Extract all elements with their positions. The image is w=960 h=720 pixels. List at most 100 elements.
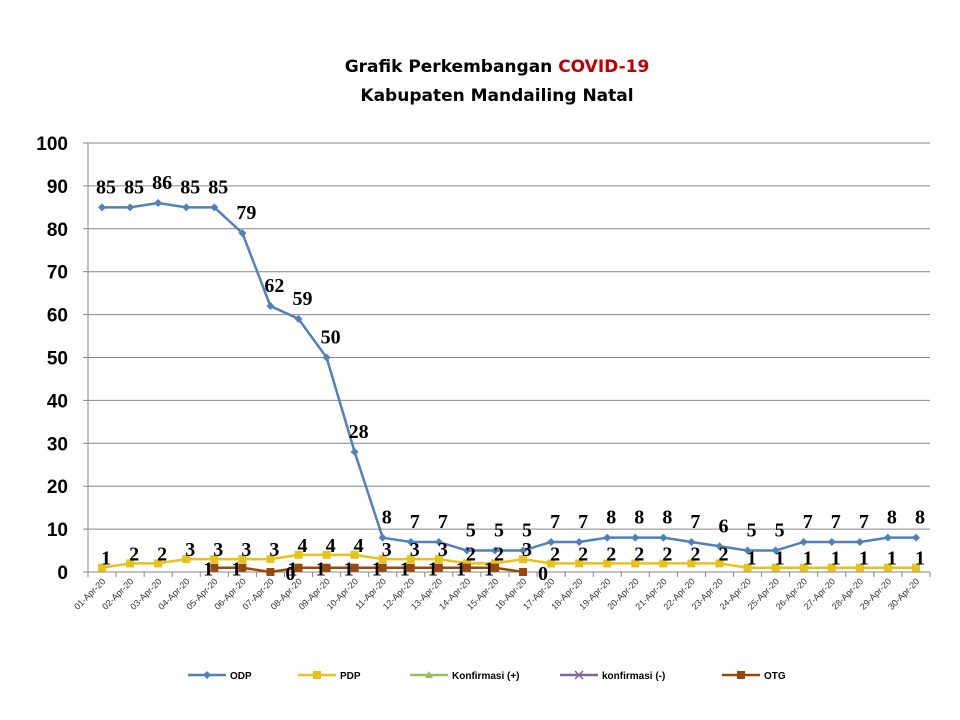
data-point bbox=[294, 550, 303, 559]
data-point bbox=[883, 563, 892, 572]
title-part-highlight: COVID-19 bbox=[558, 57, 649, 77]
data-label: 1 bbox=[887, 548, 897, 570]
data-point bbox=[350, 563, 359, 572]
data-label: 1 bbox=[803, 548, 813, 570]
data-point bbox=[771, 546, 780, 555]
data-label: 1 bbox=[428, 559, 438, 581]
y-tick-label: 0 bbox=[57, 563, 68, 584]
legend-marker bbox=[574, 670, 584, 680]
data-label: 7 bbox=[550, 511, 560, 533]
data-point bbox=[126, 203, 135, 212]
chart-subtitle: Kabupaten Mandailing Natal bbox=[360, 86, 633, 106]
data-label: 1 bbox=[372, 559, 382, 581]
data-label: 1 bbox=[344, 559, 354, 581]
legend-label: ODP bbox=[230, 671, 252, 682]
data-point bbox=[434, 537, 443, 546]
y-tick-label: 90 bbox=[47, 177, 68, 198]
data-point bbox=[406, 563, 415, 572]
data-label: 3 bbox=[410, 539, 420, 561]
data-point bbox=[322, 353, 331, 362]
data-point bbox=[687, 537, 696, 546]
data-point bbox=[743, 563, 752, 572]
data-label: 86 bbox=[152, 172, 172, 194]
data-point bbox=[238, 229, 247, 238]
series-line bbox=[101, 553, 916, 569]
legend-marker bbox=[425, 671, 433, 678]
y-tick-label: 10 bbox=[47, 520, 68, 541]
data-point bbox=[911, 563, 920, 572]
data-label: 2 bbox=[719, 543, 729, 565]
data-point bbox=[715, 542, 724, 551]
data-point bbox=[378, 563, 387, 572]
data-point bbox=[911, 533, 920, 542]
data-label: 3 bbox=[522, 539, 532, 561]
data-label: 4 bbox=[354, 535, 364, 557]
data-point bbox=[210, 555, 219, 564]
data-label: 3 bbox=[241, 539, 251, 561]
data-point bbox=[182, 555, 191, 564]
data-label: 3 bbox=[269, 539, 279, 561]
data-label: 2 bbox=[494, 543, 504, 565]
data-point bbox=[182, 203, 191, 212]
y-tick-label: 60 bbox=[47, 306, 68, 327]
data-label: 1 bbox=[859, 548, 869, 570]
data-label: 3 bbox=[438, 539, 448, 561]
data-label: 7 bbox=[690, 511, 700, 533]
data-point bbox=[98, 203, 107, 212]
data-point bbox=[659, 533, 668, 542]
series-line bbox=[214, 566, 524, 574]
data-label: 3 bbox=[213, 539, 223, 561]
data-point bbox=[238, 563, 247, 572]
chart-title: Grafik Perkembangan COVID-19 Kabupaten M… bbox=[345, 57, 650, 106]
data-label: 85 bbox=[208, 176, 228, 198]
y-tick-label: 20 bbox=[47, 477, 68, 498]
data-point bbox=[575, 537, 584, 546]
data-label: 2 bbox=[578, 543, 588, 565]
y-tick-label: 30 bbox=[47, 434, 68, 455]
data-label: 0 bbox=[538, 563, 548, 585]
data-label: 1 bbox=[484, 559, 494, 581]
legend-label: OTG bbox=[764, 671, 786, 682]
data-label: 7 bbox=[831, 511, 841, 533]
data-point bbox=[462, 563, 471, 572]
data-point bbox=[631, 559, 640, 568]
data-label: 1 bbox=[316, 559, 326, 581]
data-point bbox=[519, 555, 528, 564]
legend-item: Konfirmasi (+) bbox=[410, 671, 520, 682]
data-point bbox=[266, 555, 275, 564]
data-point bbox=[406, 555, 415, 564]
legend-item: OTG bbox=[722, 671, 786, 682]
data-label: 6 bbox=[719, 515, 729, 537]
data-label: 2 bbox=[157, 543, 167, 565]
data-label: 2 bbox=[129, 543, 139, 565]
data-label: 4 bbox=[298, 535, 308, 557]
data-point bbox=[827, 537, 836, 546]
y-tick-label: 70 bbox=[47, 263, 68, 284]
data-point bbox=[631, 533, 640, 542]
data-point bbox=[266, 568, 275, 576]
data-point bbox=[855, 537, 864, 546]
legend-label: konfirmasi (-) bbox=[602, 671, 665, 682]
data-point bbox=[294, 314, 303, 323]
data-label: 8 bbox=[887, 507, 897, 529]
data-label: 1 bbox=[231, 559, 241, 581]
data-point bbox=[406, 537, 415, 546]
data-label: 1 bbox=[831, 548, 841, 570]
data-point bbox=[266, 302, 275, 311]
data-point bbox=[490, 559, 499, 568]
y-tick-label: 80 bbox=[47, 220, 68, 241]
data-point bbox=[715, 559, 724, 568]
data-point bbox=[519, 568, 528, 576]
data-label: 85 bbox=[96, 176, 116, 198]
data-point bbox=[490, 563, 499, 572]
data-point bbox=[687, 559, 696, 568]
legend-marker bbox=[737, 671, 745, 679]
data-point bbox=[799, 537, 808, 546]
data-point bbox=[743, 546, 752, 555]
data-point bbox=[659, 559, 668, 568]
data-label: 8 bbox=[662, 507, 672, 529]
data-label: 5 bbox=[466, 520, 476, 542]
legend-item: konfirmasi (-) bbox=[560, 670, 665, 682]
data-label: 8 bbox=[915, 507, 925, 529]
